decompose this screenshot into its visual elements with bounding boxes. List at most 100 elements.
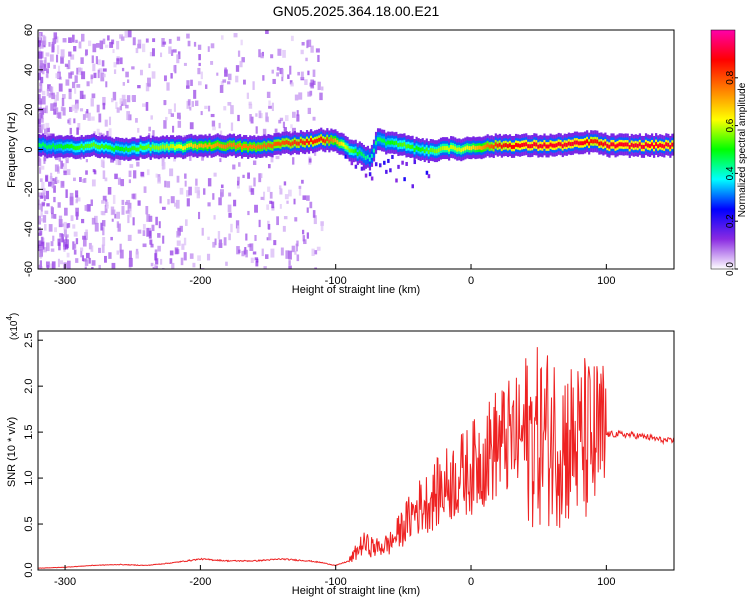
- spectrogram-noise-cell: [57, 202, 61, 208]
- spectrogram-noise-cell: [227, 101, 232, 106]
- spectrogram-noise-cell: [252, 251, 257, 255]
- spectrogram-ridge-cell: [433, 149, 437, 154]
- spectrogram-noise-cell: [108, 116, 112, 126]
- spectrogram-noise-cell: [67, 60, 71, 70]
- spectrogram-ridge-cell: [445, 146, 449, 151]
- spectrogram-ridge-cell: [178, 144, 181, 149]
- spectrogram-noise-cell: [90, 74, 94, 80]
- spectrogram-ridge-cell: [212, 144, 215, 149]
- spectrogram-ridge-cell: [38, 142, 41, 147]
- spectrogram-noise-cell: [311, 248, 315, 257]
- spectrogram-noise-cell: [127, 79, 130, 83]
- spectrogram-noise-cell: [291, 245, 295, 253]
- spectrogram-ridge-cell: [504, 143, 508, 148]
- spectrogram-ridge-cell: [383, 138, 386, 143]
- spectrogram-noise-cell: [128, 257, 133, 267]
- spectrogram-noise-cell: [233, 199, 237, 207]
- spectrogram-noise-cell: [147, 77, 151, 87]
- spectrogram-noise-cell: [69, 192, 74, 202]
- spectrogram-noise-cell: [50, 241, 54, 247]
- spectrogram-noise-cell: [65, 236, 68, 241]
- spectrogram-x-tick-label: -200: [189, 275, 211, 287]
- spectrogram-noise-cell: [64, 63, 69, 67]
- spectrogram-noise-cell: [256, 258, 259, 263]
- spectrogram-ridge-cell: [397, 143, 400, 148]
- spectrogram-noise-cell: [296, 254, 300, 262]
- spectrogram-spread-cell: [397, 164, 400, 169]
- spectrogram-noise-cell: [197, 255, 201, 261]
- spectrogram-ridge-cell: [598, 141, 601, 146]
- spectrogram-noise-cell: [290, 35, 294, 42]
- spectrogram-ridge-cell: [411, 144, 414, 149]
- spectrogram-noise-cell: [200, 111, 203, 116]
- spectrogram-noise-cell: [38, 192, 43, 197]
- snr-xlabel: Height of straight line (km): [292, 585, 420, 597]
- spectrogram-noise-cell: [127, 234, 132, 241]
- spectrogram-ridge-cell: [618, 142, 621, 147]
- spectrogram-y-tick-label: -60: [23, 261, 35, 277]
- spectrogram-noise-cell: [230, 122, 234, 131]
- spectrogram-ridge-cell: [275, 141, 278, 146]
- spectrogram-ridge-cell: [667, 142, 670, 147]
- spectrogram-noise-cell: [304, 79, 308, 86]
- spectrogram-noise-cell: [290, 82, 294, 87]
- spectrogram-noise-cell: [38, 264, 42, 269]
- spectrogram-noise-cell: [268, 233, 272, 241]
- spectrogram-noise-cell: [317, 81, 321, 91]
- spectrogram-ridge-cell: [366, 154, 370, 159]
- spectrogram-ridge-cell: [285, 140, 288, 145]
- spectrogram-noise-cell: [307, 70, 310, 76]
- spectrogram-noise-cell: [116, 221, 120, 228]
- spectrogram-noise-cell: [46, 88, 50, 97]
- spectrogram-noise-cell: [97, 69, 100, 79]
- spectrogram-ridge-cell: [121, 146, 124, 151]
- spectrogram-ridge-cell: [163, 145, 167, 150]
- spectrogram-noise-cell: [276, 216, 279, 226]
- spectrogram-noise-cell: [137, 229, 142, 234]
- spectrogram-noise-cell: [305, 57, 308, 62]
- spectrogram-noise-cell: [102, 38, 106, 45]
- spectrogram-ridge-cell: [630, 142, 633, 147]
- spectrogram-ridge-cell: [119, 146, 122, 151]
- spectrogram-noise-cell: [38, 232, 42, 236]
- spectrogram-noise-cell: [216, 72, 219, 76]
- spectrogram-ridge-cell: [107, 145, 110, 150]
- spectrogram-noise-cell: [40, 118, 44, 123]
- spectrogram-ridge-cell: [441, 146, 445, 151]
- spectrogram-ridge-cell: [94, 143, 98, 148]
- spectrogram-noise-cell: [152, 38, 156, 43]
- spectrogram-ridge-cell: [374, 140, 378, 145]
- spectrogram-ridge-cell: [230, 143, 234, 148]
- spectrogram-ridge-cell: [90, 143, 93, 148]
- spectrogram-ridge-cell: [253, 144, 256, 149]
- spectrogram-noise-cell: [111, 262, 116, 269]
- spectrogram-noise-cell: [125, 104, 129, 109]
- spectrogram-spread-cell: [374, 162, 378, 167]
- spectrogram-noise-cell: [255, 126, 258, 134]
- spectrogram-noise-cell: [237, 176, 240, 185]
- spectrogram-ridge-cell: [590, 139, 593, 144]
- spectrogram-noise-cell: [308, 158, 312, 163]
- spectrogram-ridge-cell: [255, 145, 258, 150]
- spectrogram-noise-cell: [279, 188, 283, 195]
- spectrogram-spread-cell: [411, 184, 414, 189]
- spectrogram-ridge-cell: [379, 137, 382, 142]
- spectrogram-ridge-cell: [102, 145, 106, 150]
- spectrogram-ridge-cell: [303, 141, 307, 146]
- spectrogram-noise-cell: [56, 54, 59, 63]
- spectrogram-noise-cell: [177, 120, 182, 128]
- spectrogram-noise-cell: [98, 264, 101, 269]
- snr-panel: -300 -200 -100 0 100 0.0 0.5 1.0 1.5 2.0 2.5 Heigh…: [5, 313, 675, 597]
- spectrogram-noise-cell: [164, 180, 167, 188]
- spectrogram-noise-cell: [223, 237, 227, 246]
- spectrogram-noise-cell: [320, 224, 324, 232]
- spectrogram-noise-cell: [312, 210, 316, 218]
- spectrogram-noise-cell: [63, 221, 67, 230]
- spectrogram-noise-cell: [72, 224, 76, 229]
- spectrogram-noise-cell: [181, 243, 185, 250]
- spectrogram-noise-cell: [207, 202, 211, 207]
- spectrogram-noise-cell: [85, 170, 88, 175]
- spectrogram-noise-cell: [321, 86, 324, 91]
- colorbar-tick-label: 0.6: [725, 118, 736, 132]
